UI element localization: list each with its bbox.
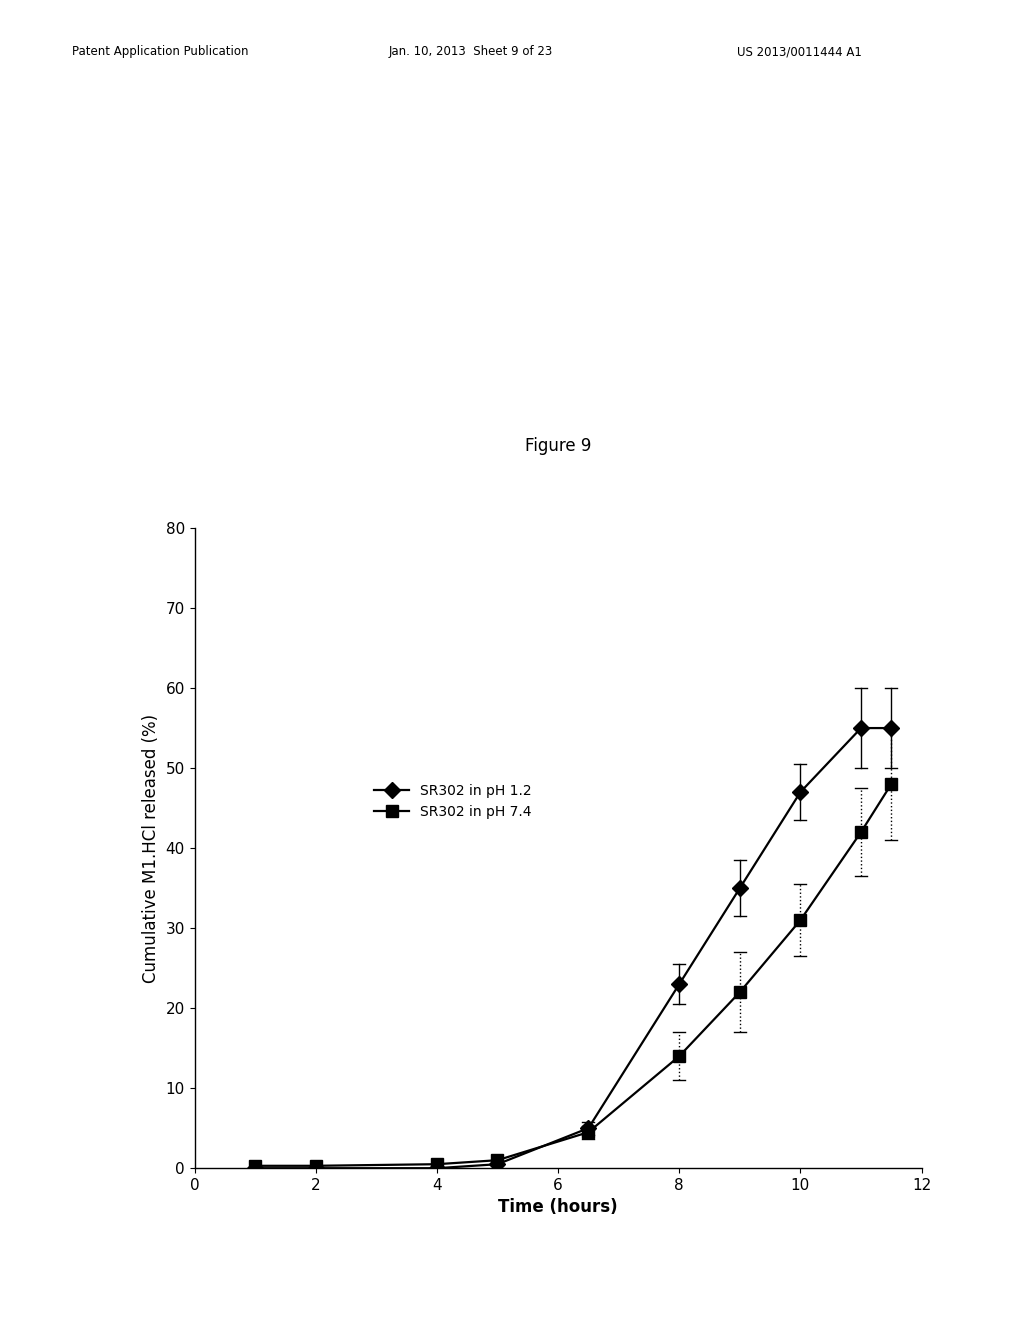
SR302 in pH 1.2	[492, 1156, 504, 1172]
SR302 in pH 7.4	[583, 1125, 595, 1140]
Text: Patent Application Publication: Patent Application Publication	[72, 45, 248, 58]
SR302 in pH 7.4	[733, 985, 745, 1001]
Text: Jan. 10, 2013  Sheet 9 of 23: Jan. 10, 2013 Sheet 9 of 23	[389, 45, 553, 58]
SR302 in pH 7.4	[855, 824, 867, 840]
SR302 in pH 1.2	[309, 1160, 322, 1176]
SR302 in pH 1.2	[855, 721, 867, 737]
SR302 in pH 7.4	[673, 1048, 685, 1064]
SR302 in pH 1.2	[795, 784, 807, 800]
SR302 in pH 7.4	[885, 776, 897, 792]
SR302 in pH 7.4	[492, 1152, 504, 1168]
Legend: SR302 in pH 1.2, SR302 in pH 7.4: SR302 in pH 1.2, SR302 in pH 7.4	[369, 779, 538, 824]
SR302 in pH 1.2	[673, 977, 685, 993]
SR302 in pH 7.4	[309, 1158, 322, 1173]
X-axis label: Time (hours): Time (hours)	[499, 1199, 617, 1217]
SR302 in pH 7.4	[795, 912, 807, 928]
Text: Figure 9: Figure 9	[525, 437, 591, 455]
SR302 in pH 1.2	[733, 880, 745, 896]
SR302 in pH 1.2	[249, 1160, 261, 1176]
SR302 in pH 1.2	[431, 1160, 443, 1176]
SR302 in pH 7.4	[431, 1156, 443, 1172]
Text: US 2013/0011444 A1: US 2013/0011444 A1	[737, 45, 862, 58]
Line: SR302 in pH 1.2: SR302 in pH 1.2	[250, 722, 897, 1173]
SR302 in pH 7.4	[249, 1158, 261, 1173]
SR302 in pH 1.2	[885, 721, 897, 737]
Line: SR302 in pH 7.4: SR302 in pH 7.4	[250, 779, 897, 1171]
Y-axis label: Cumulative M1.HCl released (%): Cumulative M1.HCl released (%)	[142, 714, 160, 982]
SR302 in pH 1.2	[583, 1121, 595, 1137]
